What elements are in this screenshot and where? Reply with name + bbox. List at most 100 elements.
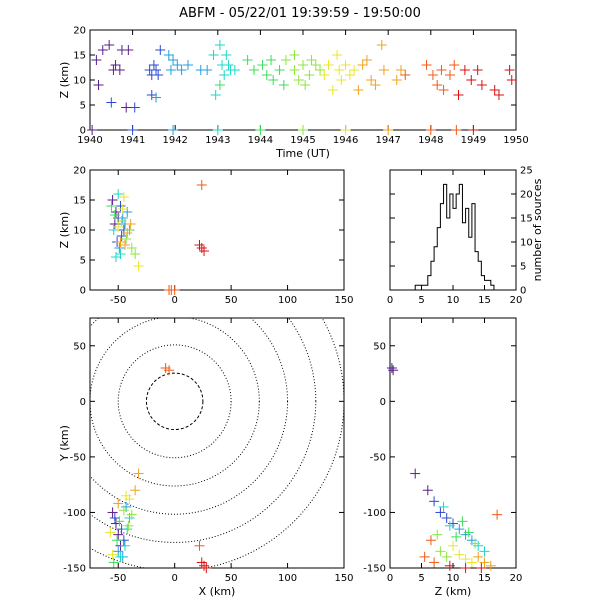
panel-x_height: -50 0 50 100 150 0 5 10 15 20 Z (km) <box>58 166 354 307</box>
y-tick-label: 10 <box>73 226 86 237</box>
y-tick-label: -50 <box>370 452 386 463</box>
data-point <box>298 60 308 70</box>
y-tick-label: 5 <box>520 262 526 273</box>
data-point <box>107 549 118 560</box>
x-tick-label: 5 <box>418 573 424 584</box>
data-point <box>388 365 399 376</box>
data-point <box>421 60 432 70</box>
data-point <box>438 501 449 512</box>
data-point <box>453 90 464 100</box>
x-tick-label: 1945 <box>290 135 315 146</box>
data-point <box>298 125 308 135</box>
data-point <box>493 90 504 100</box>
range-ring <box>90 318 289 515</box>
data-point <box>344 70 355 80</box>
data-point <box>476 80 487 90</box>
data-point <box>454 524 465 535</box>
data-point <box>107 195 118 205</box>
data-point <box>223 60 234 70</box>
data-point <box>110 252 121 262</box>
data-point <box>113 189 124 199</box>
y-axis-label: Z (km) <box>58 62 71 99</box>
data-point <box>289 50 300 60</box>
x-tick-label: 1949 <box>461 135 486 146</box>
x-tick-label: 10 <box>447 295 460 306</box>
data-point <box>466 75 477 85</box>
data-point <box>115 551 126 562</box>
data-point <box>165 65 176 75</box>
data-point <box>383 125 394 135</box>
panel-z_y: 0 5 10 15 20 -150 -100 -50 0 50 Z (km) <box>363 317 522 598</box>
data-point <box>126 243 137 253</box>
data-point <box>472 65 483 75</box>
data-point <box>219 70 230 80</box>
x-tick-label: 50 <box>225 573 238 584</box>
x-tick-label: 1946 <box>333 135 358 146</box>
data-point <box>441 513 452 523</box>
data-point <box>427 70 438 80</box>
y-tick-label: -100 <box>363 508 386 519</box>
data-point <box>123 520 134 531</box>
data-point <box>221 50 232 60</box>
x-tick-label: 1948 <box>418 135 443 146</box>
data-point <box>125 219 136 229</box>
data-point <box>332 50 343 60</box>
data-point <box>327 85 338 95</box>
data-point <box>133 261 144 271</box>
data-point <box>104 40 115 50</box>
data-point <box>476 563 487 573</box>
data-point <box>130 485 141 496</box>
y-tick-label: 15 <box>520 214 533 225</box>
data-point <box>419 551 430 562</box>
data-point <box>454 549 465 560</box>
data-point <box>306 55 317 65</box>
y-axis-label: Z (km) <box>58 212 71 249</box>
data-point <box>376 40 387 50</box>
data-point <box>202 65 213 75</box>
y-tick-label: 20 <box>520 190 533 201</box>
data-point <box>300 80 311 90</box>
data-point <box>378 65 389 75</box>
data-point <box>336 75 347 85</box>
x-axis-label: Z (km) <box>435 585 472 598</box>
data-point <box>119 540 130 551</box>
x-tick-label: 1941 <box>120 135 145 146</box>
data-point <box>127 125 138 135</box>
y-tick-label: 10 <box>73 76 86 87</box>
y-tick-label: 0 <box>80 286 86 297</box>
data-point <box>114 65 125 75</box>
y-tick-label: 5 <box>80 101 86 112</box>
data-point <box>293 75 304 85</box>
data-point <box>113 498 124 509</box>
x-tick-label: 20 <box>510 295 523 306</box>
data-point <box>459 65 470 75</box>
data-point <box>310 60 321 70</box>
y-tick-label: 15 <box>73 51 86 62</box>
data-point <box>113 529 124 540</box>
data-point <box>353 85 364 95</box>
range-ring <box>90 318 260 487</box>
data-point <box>109 210 120 220</box>
data-point <box>370 80 381 90</box>
data-point <box>257 60 268 70</box>
data-point <box>395 65 406 75</box>
y-tick-label: 20 <box>73 26 86 37</box>
data-point <box>340 60 351 70</box>
data-point <box>451 125 462 135</box>
data-point <box>97 45 108 55</box>
data-point <box>87 125 98 135</box>
y-axis-label: Y (km) <box>58 425 71 462</box>
y-tick-label: 15 <box>73 196 86 207</box>
range-ring <box>90 318 317 543</box>
data-point <box>133 468 144 479</box>
data-point <box>429 557 440 568</box>
data-point <box>479 546 490 557</box>
x-tick-label: 15 <box>478 295 491 306</box>
y-tick-label: 0 <box>520 286 526 297</box>
data-point <box>463 527 474 538</box>
data-point <box>425 535 436 546</box>
data-point <box>449 60 460 70</box>
data-point <box>148 60 159 70</box>
x-tick-label: 0 <box>387 295 393 306</box>
data-point <box>261 70 272 80</box>
